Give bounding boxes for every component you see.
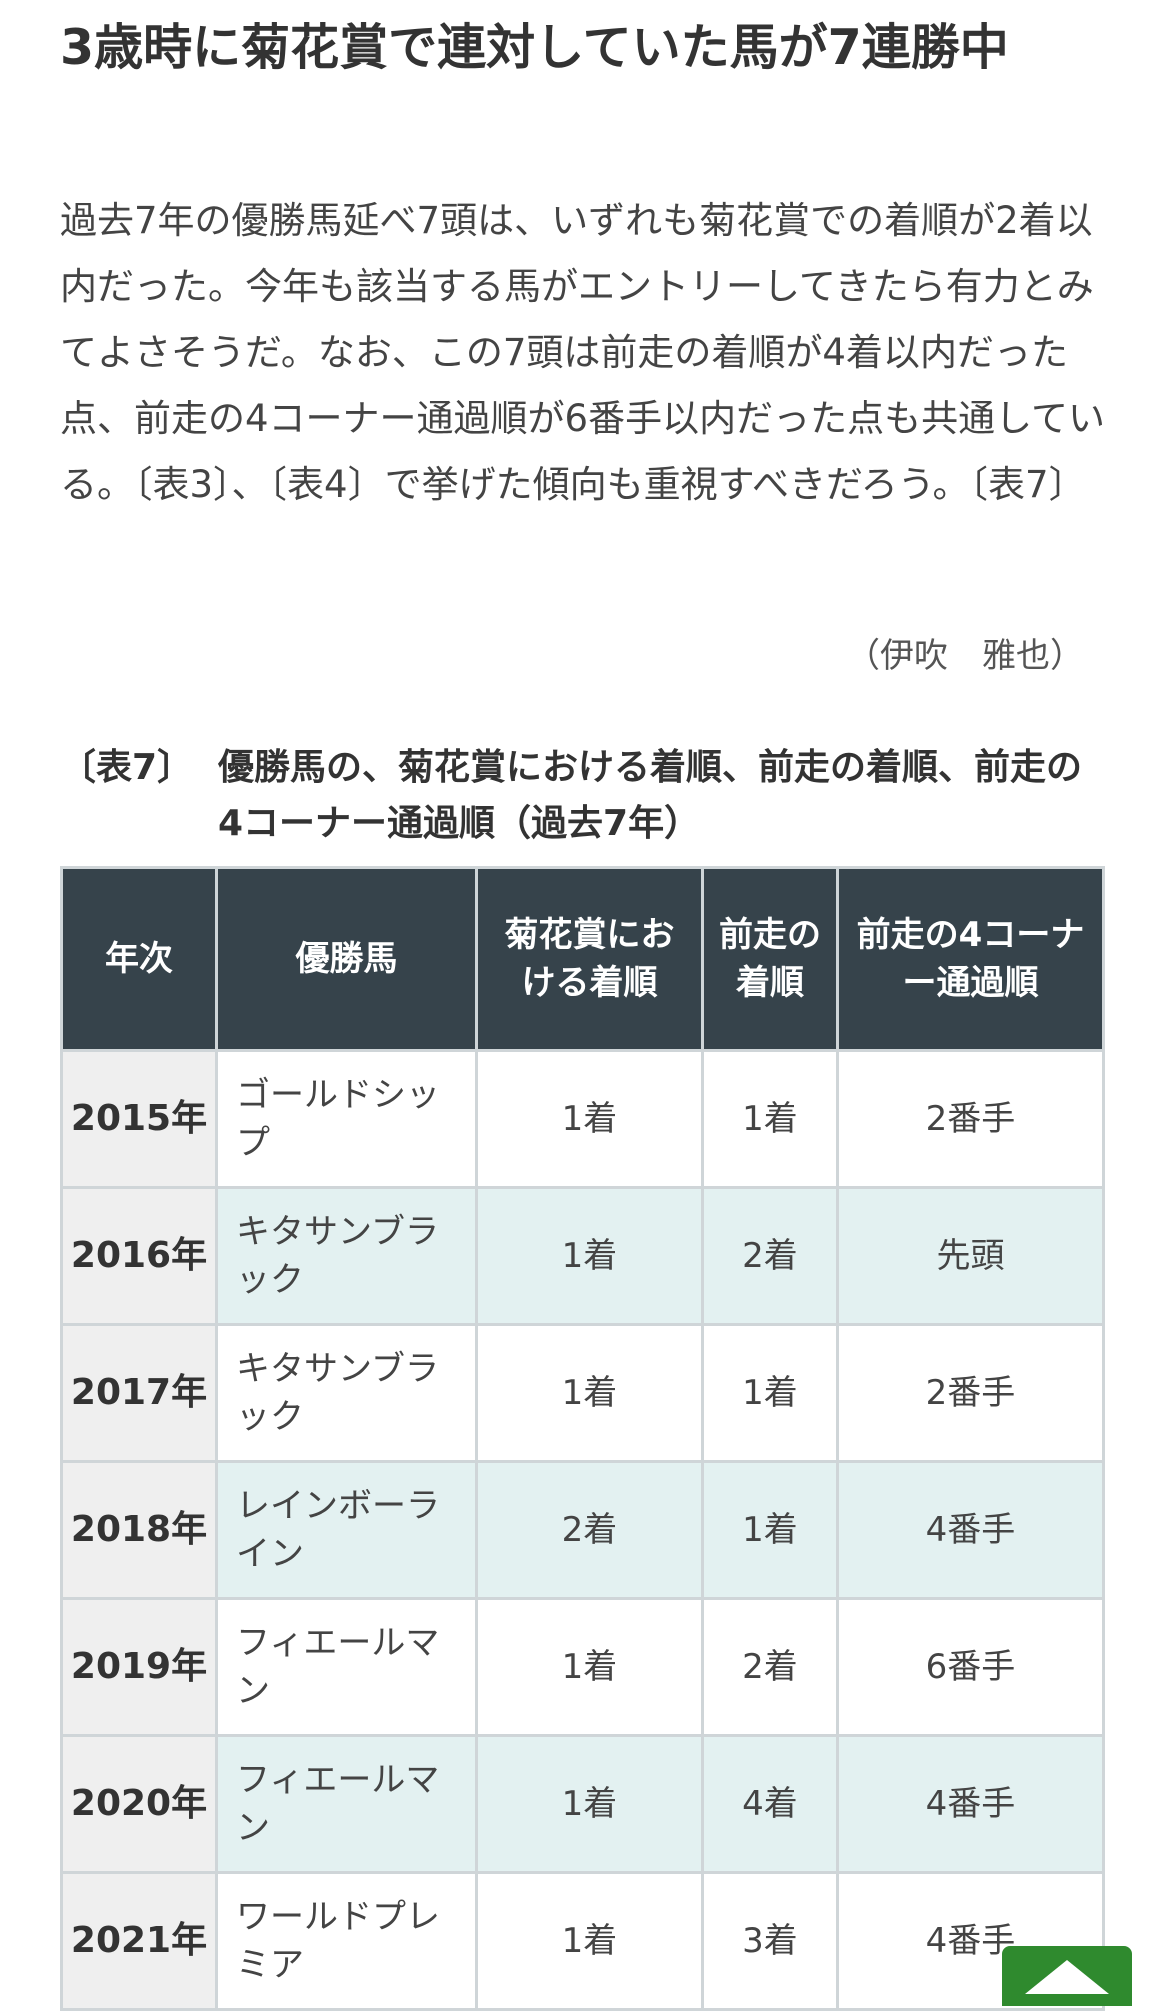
prev-finish-cell: 4着	[701, 1734, 839, 1874]
corner-position-cell: 6番手	[836, 1597, 1105, 1737]
table-row: 2021年 ワールドプレミア 1着 3着 4番手	[60, 1871, 1105, 2011]
kikka-finish-cell: 1着	[475, 1323, 704, 1463]
kikka-finish-cell: 1着	[475, 1871, 704, 2011]
corner-position-cell: 2番手	[836, 1049, 1105, 1189]
year-cell: 2019年	[60, 1597, 218, 1737]
horse-cell: ワールドプレミア	[215, 1871, 478, 2011]
prev-finish-cell: 1着	[701, 1323, 839, 1463]
corner-position-cell: 4番手	[836, 1734, 1105, 1874]
kikka-finish-cell: 1着	[475, 1597, 704, 1737]
table-caption-number: 〔表7〕	[60, 747, 194, 788]
corner-position-cell: 2番手	[836, 1323, 1105, 1463]
kikka-finish-cell: 2着	[475, 1460, 704, 1600]
table-caption: 〔表7〕 優勝馬の、菊花賞における着順、前走の着順、前走の4コーナー通過順（過去…	[60, 740, 1100, 852]
prev-finish-cell: 2着	[701, 1186, 839, 1326]
header-kikka-finish: 菊花賞における着順	[475, 866, 704, 1052]
author-byline: （伊吹 雅也）	[846, 636, 1084, 676]
year-cell: 2017年	[60, 1323, 218, 1463]
table-row: 2016年 キタサンブラック 1着 2着 先頭	[60, 1186, 1105, 1326]
back-to-top-button[interactable]	[1002, 1946, 1132, 2006]
year-cell: 2018年	[60, 1460, 218, 1600]
table-row: 2018年 レインボーライン 2着 1着 4番手	[60, 1460, 1105, 1600]
horse-cell: レインボーライン	[215, 1460, 478, 1600]
year-cell: 2016年	[60, 1186, 218, 1326]
header-corner-position: 前走の4コーナー通過順	[836, 866, 1105, 1052]
prev-finish-cell: 3着	[701, 1871, 839, 2011]
article-heading: 3歳時に菊花賞で連対していた馬が7連勝中	[60, 19, 1009, 76]
horse-cell: キタサンブラック	[215, 1186, 478, 1326]
table-row: 2019年 フィエールマン 1着 2着 6番手	[60, 1597, 1105, 1737]
table-header-row: 年次 優勝馬 菊花賞における着順 前走の着順 前走の4コーナー通過順	[60, 866, 1105, 1052]
horse-cell: フィエールマン	[215, 1597, 478, 1737]
triangle-up-icon	[1025, 1960, 1109, 1994]
kikka-finish-cell: 1着	[475, 1734, 704, 1874]
article-body: 過去7年の優勝馬延べ7頭は、いずれも菊花賞での着順が2着以内だった。今年も該当す…	[60, 199, 1105, 506]
prev-finish-cell: 1着	[701, 1049, 839, 1189]
year-cell: 2021年	[60, 1871, 218, 2011]
header-prev-finish: 前走の着順	[701, 866, 839, 1052]
table-caption-text: 優勝馬の、菊花賞における着順、前走の着順、前走の4コーナー通過順（過去7年）	[218, 747, 1083, 844]
table-row: 2015年 ゴールドシップ 1着 1着 2番手	[60, 1049, 1105, 1189]
year-cell: 2015年	[60, 1049, 218, 1189]
header-year: 年次	[60, 866, 218, 1052]
prev-finish-cell: 2着	[701, 1597, 839, 1737]
horse-cell: フィエールマン	[215, 1734, 478, 1874]
corner-position-cell: 4番手	[836, 1460, 1105, 1600]
kikka-finish-cell: 1着	[475, 1186, 704, 1326]
horse-cell: キタサンブラック	[215, 1323, 478, 1463]
prev-finish-cell: 1着	[701, 1460, 839, 1600]
table-row: 2017年 キタサンブラック 1着 1着 2番手	[60, 1323, 1105, 1463]
year-cell: 2020年	[60, 1734, 218, 1874]
header-horse: 優勝馬	[215, 866, 478, 1052]
corner-position-cell: 先頭	[836, 1186, 1105, 1326]
kikka-finish-cell: 1着	[475, 1049, 704, 1189]
horse-cell: ゴールドシップ	[215, 1049, 478, 1189]
table-row: 2020年 フィエールマン 1着 4着 4番手	[60, 1734, 1105, 1874]
results-table: 年次 優勝馬 菊花賞における着順 前走の着順 前走の4コーナー通過順 2015年…	[60, 866, 1105, 2011]
